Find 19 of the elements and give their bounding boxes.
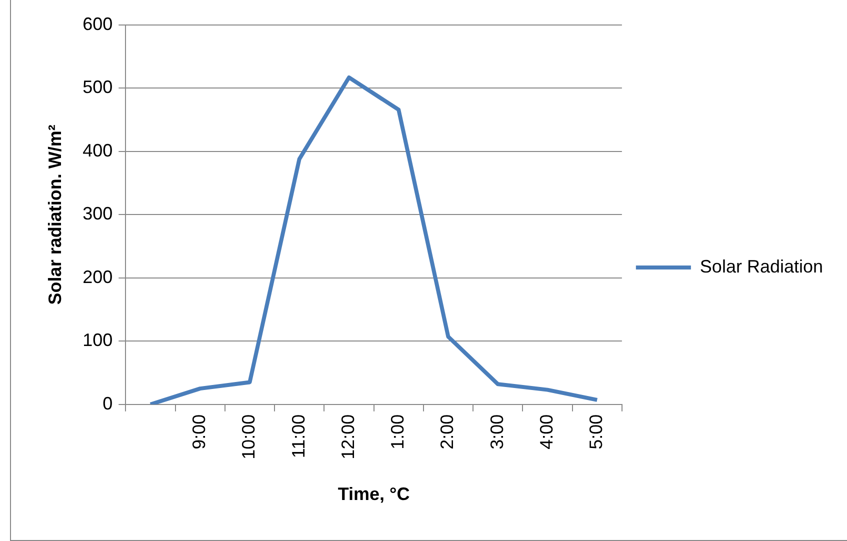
x-tick-label: 5:00 (586, 414, 606, 450)
x-tick-label: 3:00 (486, 414, 507, 450)
x-tick-label: 9:00 (189, 414, 210, 450)
x-tick-label: 4:00 (536, 414, 556, 450)
x-tick-label: 1:00 (388, 414, 408, 450)
y-tick-label: 100 (82, 330, 113, 350)
x-tick-label: 10:00 (238, 414, 259, 460)
y-tick-label: 500 (82, 77, 113, 98)
y-tick-label: 200 (82, 266, 113, 287)
y-tick-label: 0 (102, 393, 113, 414)
x-tick-label: 2:00 (437, 414, 458, 450)
x-tick-label: 11:00 (288, 414, 308, 458)
legend-label: Solar Radiation (700, 256, 824, 276)
y-tick-label: 600 (82, 14, 113, 34)
y-axis-title: Solar radiation. W/m² (44, 124, 65, 305)
x-axis-title: Time, °C (338, 484, 410, 504)
x-tick-label: 12:00 (338, 414, 358, 460)
y-tick-label: 300 (82, 204, 113, 224)
y-tick-label: 400 (82, 140, 113, 160)
